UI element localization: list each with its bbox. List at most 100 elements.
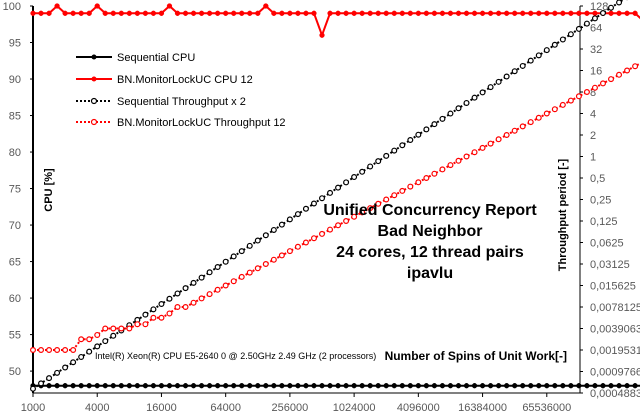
data-point	[190, 383, 197, 389]
data-point	[54, 369, 61, 376]
data-point	[608, 383, 614, 389]
data-point	[423, 383, 430, 389]
data-point	[359, 10, 365, 16]
data-point	[608, 4, 615, 11]
data-point	[198, 274, 205, 281]
data-point	[391, 147, 398, 154]
data-point	[110, 325, 117, 332]
data-point	[375, 158, 382, 165]
y-left-tick-label: 80	[9, 147, 21, 159]
data-point	[479, 383, 486, 389]
y-left-tick-label: 60	[9, 293, 21, 305]
data-point	[46, 375, 53, 382]
data-point	[616, 383, 622, 389]
data-point	[94, 3, 100, 9]
data-point	[118, 10, 124, 16]
data-point	[62, 347, 69, 354]
data-point	[367, 10, 373, 16]
data-point	[174, 290, 181, 297]
data-point	[86, 383, 92, 389]
data-point	[359, 383, 365, 389]
data-point	[30, 347, 37, 354]
x-tick-label: 4096000	[397, 402, 440, 414]
data-point	[383, 196, 390, 203]
data-point	[327, 226, 334, 233]
data-point	[287, 383, 293, 389]
data-point	[118, 325, 125, 332]
data-point	[583, 20, 590, 27]
data-point	[335, 10, 341, 16]
y-right-tick-label: 0,0004883	[590, 388, 640, 400]
data-point	[632, 383, 638, 389]
data-point	[62, 383, 68, 389]
y-right-tick-label: 64	[590, 23, 602, 35]
data-point	[206, 10, 213, 16]
data-point	[511, 127, 518, 134]
data-point	[150, 306, 157, 313]
data-point	[455, 157, 462, 164]
chart-title-line-3: 24 cores, 12 thread pairs	[336, 244, 524, 261]
data-point	[30, 385, 37, 392]
data-point	[54, 383, 60, 389]
data-point	[46, 383, 52, 389]
data-point	[295, 383, 301, 389]
data-point	[223, 10, 229, 16]
data-point	[568, 10, 574, 16]
y-right-tick-label: 0,0019531	[590, 345, 640, 357]
data-point	[487, 383, 494, 389]
x-tick-label: 1024000	[333, 402, 376, 414]
data-point	[319, 32, 325, 38]
data-point	[319, 195, 326, 202]
data-point	[222, 282, 229, 289]
chart-title-line-2: Bad Neighbor	[378, 223, 483, 240]
data-point	[102, 325, 109, 332]
data-point	[335, 184, 342, 191]
data-point	[230, 278, 237, 285]
data-point	[254, 265, 261, 272]
data-point	[592, 383, 598, 389]
data-point	[375, 383, 381, 389]
data-point	[279, 10, 285, 16]
data-point	[158, 10, 165, 16]
data-point	[632, 10, 638, 16]
data-point	[46, 347, 53, 354]
data-point	[535, 52, 542, 59]
data-point	[576, 10, 582, 16]
data-point	[198, 10, 205, 16]
data-point	[479, 89, 486, 96]
data-point	[126, 10, 132, 16]
data-point	[455, 105, 462, 112]
data-point	[166, 3, 173, 9]
data-point	[624, 10, 630, 16]
data-point	[166, 383, 173, 389]
data-point	[528, 383, 534, 389]
data-point	[479, 144, 486, 151]
y-left-tick-label: 85	[9, 111, 21, 123]
data-point	[543, 47, 550, 54]
data-point	[239, 383, 245, 389]
data-point	[238, 273, 245, 280]
data-point	[190, 299, 197, 306]
data-point	[246, 269, 253, 276]
data-point	[166, 310, 173, 317]
data-point	[415, 10, 421, 16]
y-right-tick-label: 0,5	[590, 173, 605, 185]
data-point	[447, 110, 454, 117]
data-point	[495, 10, 502, 16]
data-point	[150, 10, 157, 16]
data-point	[182, 10, 189, 16]
data-point	[551, 41, 558, 48]
data-point	[158, 383, 165, 389]
data-point	[471, 383, 478, 389]
legend-label: BN.MonitorLockUC Throughput 12	[117, 117, 286, 129]
data-point	[431, 121, 438, 128]
data-point	[319, 230, 326, 237]
data-point	[278, 252, 285, 259]
data-point	[206, 291, 213, 298]
data-point	[86, 348, 93, 355]
data-point	[463, 99, 470, 106]
y-right-tick-label: 2	[590, 130, 596, 142]
data-point	[102, 10, 108, 16]
data-point	[447, 383, 454, 389]
data-point	[110, 383, 116, 389]
